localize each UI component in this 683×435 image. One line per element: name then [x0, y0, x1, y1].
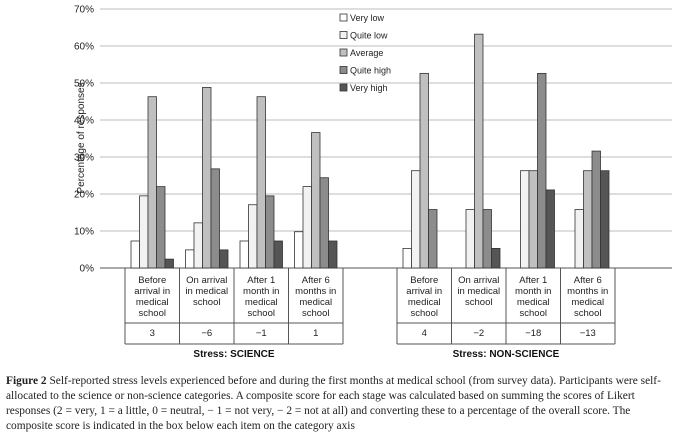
- category-label: months in: [295, 286, 336, 297]
- bar: [528, 170, 538, 269]
- legend-label: Quite high: [350, 66, 391, 76]
- bar: [210, 168, 220, 269]
- category-label: school: [248, 308, 275, 319]
- y-tick-label: 30%: [74, 153, 94, 164]
- bar: [239, 240, 249, 269]
- legend-label: Quite low: [350, 31, 388, 41]
- category-label: medical: [245, 297, 278, 308]
- category-label: medical: [571, 297, 604, 308]
- category-label: school: [520, 308, 547, 319]
- category-label: arrival in: [134, 286, 170, 297]
- category-label: school: [574, 308, 601, 319]
- bar: [328, 240, 338, 269]
- legend-label: Very high: [350, 83, 388, 93]
- bar: [474, 33, 484, 269]
- bar: [302, 186, 312, 269]
- group-title: Stress: NON-SCIENCE: [453, 349, 560, 360]
- bar: [491, 247, 501, 269]
- caption-text: Self-reported stress levels experienced …: [6, 375, 661, 432]
- category-label: medical: [136, 297, 169, 308]
- composite-score: 1: [313, 328, 318, 339]
- legend-swatch: [339, 48, 348, 57]
- category-label: medical: [517, 297, 550, 308]
- y-tick-label: 40%: [74, 116, 94, 127]
- category-label: After 1: [247, 275, 275, 286]
- y-tick-label: 10%: [74, 227, 94, 238]
- composite-score: 3: [150, 328, 155, 339]
- legend-label: Very low: [350, 13, 385, 23]
- stress-bar-chart: 0% 10% 20% 30% 40% 50% 60% 70% Percentage of res…: [74, 5, 672, 360]
- bar: [537, 72, 547, 269]
- bar: [147, 96, 157, 269]
- bar: [402, 247, 412, 269]
- category-label: After 6: [302, 275, 330, 286]
- bar: [256, 96, 266, 269]
- bar: [139, 195, 149, 269]
- bar: [248, 204, 258, 269]
- category-label: in medical: [185, 286, 228, 297]
- category-label: in medical: [457, 286, 500, 297]
- bar: [465, 209, 475, 269]
- bar: [545, 189, 555, 269]
- bar: [185, 249, 195, 269]
- bar: [520, 170, 530, 269]
- category-label: arrival in: [406, 286, 442, 297]
- category-label: medical: [408, 297, 441, 308]
- y-axis-label: Percentage of responses: [76, 82, 87, 193]
- bar: [319, 177, 329, 269]
- bar: [219, 249, 229, 269]
- bar: [202, 87, 212, 269]
- bar: [311, 132, 321, 269]
- bar: [130, 240, 140, 269]
- category-label: school: [139, 308, 166, 319]
- category-label: month in: [243, 286, 279, 297]
- caption-label: Figure 2: [6, 375, 47, 387]
- category-label: After 1: [519, 275, 547, 286]
- figure-caption: Figure 2 Self-reported stress levels exp…: [6, 374, 678, 434]
- category-label: On arrival: [458, 275, 499, 286]
- y-tick-label: 50%: [74, 79, 94, 90]
- category-label: medical: [299, 297, 332, 308]
- composite-score: −13: [580, 328, 596, 339]
- composite-score: −6: [201, 328, 212, 339]
- bar: [294, 231, 304, 269]
- legend-swatch: [339, 13, 348, 22]
- bar: [574, 209, 584, 269]
- category-label: school: [465, 297, 492, 308]
- category-label: Before: [410, 275, 438, 286]
- bar: [482, 209, 492, 269]
- group-title: Stress: SCIENCE: [193, 349, 274, 360]
- bar: [265, 195, 275, 269]
- y-tick-label: 20%: [74, 190, 94, 201]
- y-tick-label: 60%: [74, 42, 94, 53]
- category-label: After 6: [574, 275, 602, 286]
- category-label: month in: [515, 286, 551, 297]
- bar: [164, 258, 174, 269]
- legend-swatch: [339, 66, 348, 74]
- composite-score: −1: [256, 328, 267, 339]
- legend-swatch: [339, 31, 348, 39]
- y-tick-label: 70%: [74, 5, 94, 16]
- category-label: school: [411, 308, 438, 319]
- bar: [156, 186, 166, 269]
- category-label: school: [302, 308, 329, 319]
- composite-score: −18: [525, 328, 541, 339]
- y-tick-label: 0%: [80, 264, 95, 275]
- legend-label: Average: [350, 48, 383, 58]
- legend-swatch: [339, 83, 348, 92]
- bar: [193, 222, 203, 269]
- category-label: On arrival: [186, 275, 227, 286]
- bar: [591, 150, 601, 269]
- bar: [583, 170, 593, 269]
- bar: [428, 209, 438, 269]
- bar: [600, 170, 610, 269]
- bar: [411, 170, 421, 269]
- bar: [273, 240, 283, 269]
- bar: [419, 72, 429, 269]
- category-label: months in: [567, 286, 608, 297]
- category-label: Before: [138, 275, 166, 286]
- composite-score: −2: [473, 328, 484, 339]
- category-label: school: [193, 297, 220, 308]
- composite-score: 4: [422, 328, 427, 339]
